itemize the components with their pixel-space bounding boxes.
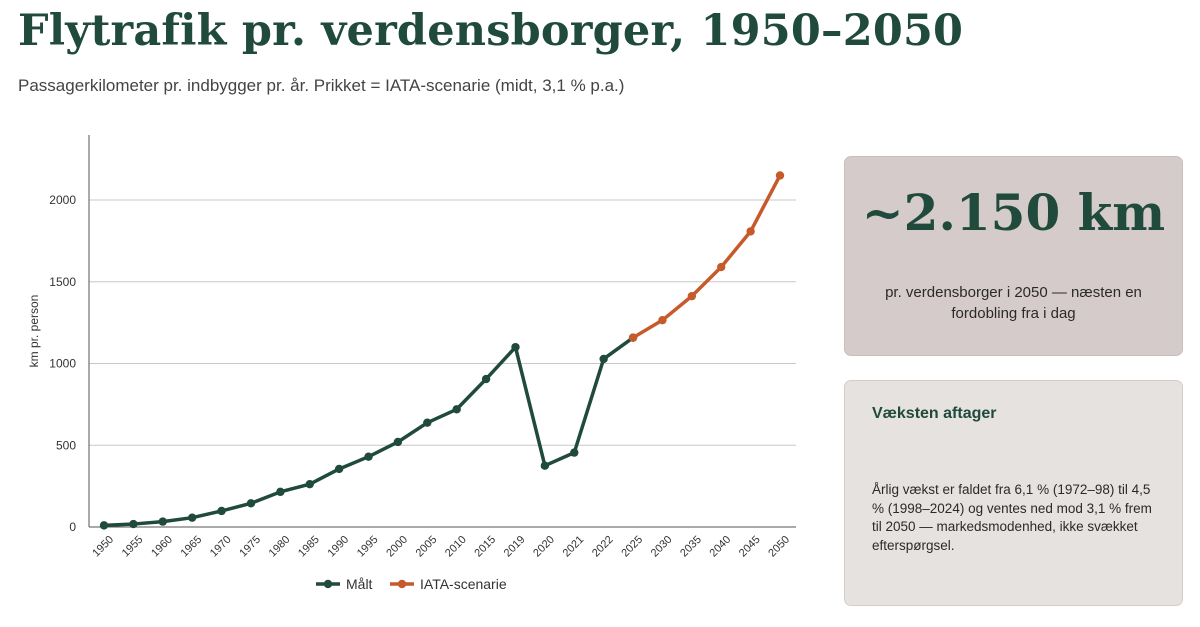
data-point [217, 506, 226, 516]
legend-label: Målt [346, 576, 373, 592]
y-tick-label: 500 [56, 438, 76, 452]
data-point [158, 517, 167, 526]
x-tick-label: 1985 [296, 534, 322, 560]
x-tick-label: 2020 [531, 534, 557, 560]
y-tick-label: 1000 [49, 357, 76, 371]
info-card: Væksten aftager Årlig vækst er faldet fr… [844, 380, 1183, 606]
data-point [334, 464, 344, 474]
stat-description: pr. verdensborger i 2050 — næsten en for… [885, 284, 1142, 322]
data-point [305, 479, 314, 489]
data-point [481, 374, 491, 384]
y-tick-label: 1500 [49, 275, 76, 289]
data-point [452, 405, 461, 414]
data-point [746, 227, 755, 236]
y-axis-label: km pr. person [27, 295, 41, 368]
x-tick-label: 1970 [208, 534, 234, 560]
x-tick-labels: 1950 1955 1960 1965 1970 1975 1980 1985 1990 1995… [90, 534, 792, 560]
series-line-2 [631, 173, 782, 340]
x-tick-label: 2040 [708, 534, 734, 560]
data-point [599, 354, 608, 364]
x-tick-label: 2030 [649, 534, 675, 560]
y-tick-labels: 0 500 1000 1500 2000 [49, 193, 76, 534]
data-point [393, 437, 403, 447]
x-tick-label: 1960 [149, 534, 175, 560]
data-point [364, 452, 373, 461]
x-tick-label: 2025 [619, 534, 645, 560]
x-tick-label: 2045 [737, 534, 763, 560]
data-point [540, 461, 550, 470]
legend-label: IATA-scenarie [420, 576, 507, 592]
x-tick-label: 1955 [120, 534, 146, 560]
stat-value: ~2.150 km [861, 183, 1166, 242]
x-tick-label: 2005 [414, 534, 440, 560]
data-point [99, 521, 109, 530]
info-card-text: Årlig vækst er faldet fra 6,1 % (1972–98… [872, 482, 1152, 553]
line-chart: 0 500 1000 1500 2000 1950 1955 1960 1965 1970 197… [27, 135, 796, 592]
legend-marker [323, 579, 333, 589]
data-point [628, 333, 638, 342]
data-point [658, 315, 667, 325]
x-tick-label: 1980 [267, 534, 293, 560]
x-tick-label: 2010 [443, 534, 469, 560]
data-point [775, 171, 785, 180]
x-tick-label: 1990 [325, 534, 351, 560]
x-tick-label: 1975 [237, 534, 263, 560]
stat-card: ~2.150 km pr. verdensborger i 2050 — næs… [844, 156, 1183, 356]
data-point [687, 291, 697, 301]
grid-lines [89, 199, 796, 446]
x-tick-label: 1950 [90, 534, 116, 560]
x-tick-label: 2015 [472, 534, 498, 560]
x-tick-label: 2050 [766, 534, 792, 560]
x-tick-label: 1995 [355, 534, 381, 560]
x-tick-label: 1965 [178, 534, 204, 560]
x-tick-label: 2019 [502, 534, 528, 560]
data-point [187, 513, 197, 522]
data-point [717, 262, 726, 272]
data-point [276, 487, 285, 497]
x-tick-label: 2000 [384, 534, 410, 560]
x-tick-label: 2021 [561, 534, 587, 560]
series-line-1 [102, 335, 635, 528]
legend: Målt IATA-scenarie [316, 576, 507, 592]
page-subtitle: Passagerkilometer pr. indbygger pr. år. … [18, 76, 625, 95]
legend-marker [397, 579, 407, 589]
series-group [99, 171, 785, 530]
data-point [423, 418, 432, 427]
data-point [570, 448, 579, 457]
data-point [129, 519, 138, 529]
info-card-title: Væksten aftager [872, 405, 997, 422]
y-tick-label: 0 [69, 520, 76, 534]
data-point [511, 342, 520, 352]
page-title: Flytrafik pr. verdensborger, 1950–2050 [18, 6, 964, 56]
x-tick-label: 2022 [590, 534, 616, 560]
x-tick-label: 2035 [678, 534, 704, 560]
y-tick-label: 2000 [49, 193, 76, 207]
data-point [246, 499, 256, 508]
